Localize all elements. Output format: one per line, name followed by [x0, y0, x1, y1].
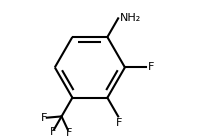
Text: F: F	[50, 127, 56, 137]
Text: F: F	[116, 118, 122, 128]
Text: F: F	[148, 62, 154, 72]
Text: NH₂: NH₂	[120, 13, 141, 23]
Text: F: F	[66, 128, 72, 138]
Text: F: F	[41, 113, 47, 123]
